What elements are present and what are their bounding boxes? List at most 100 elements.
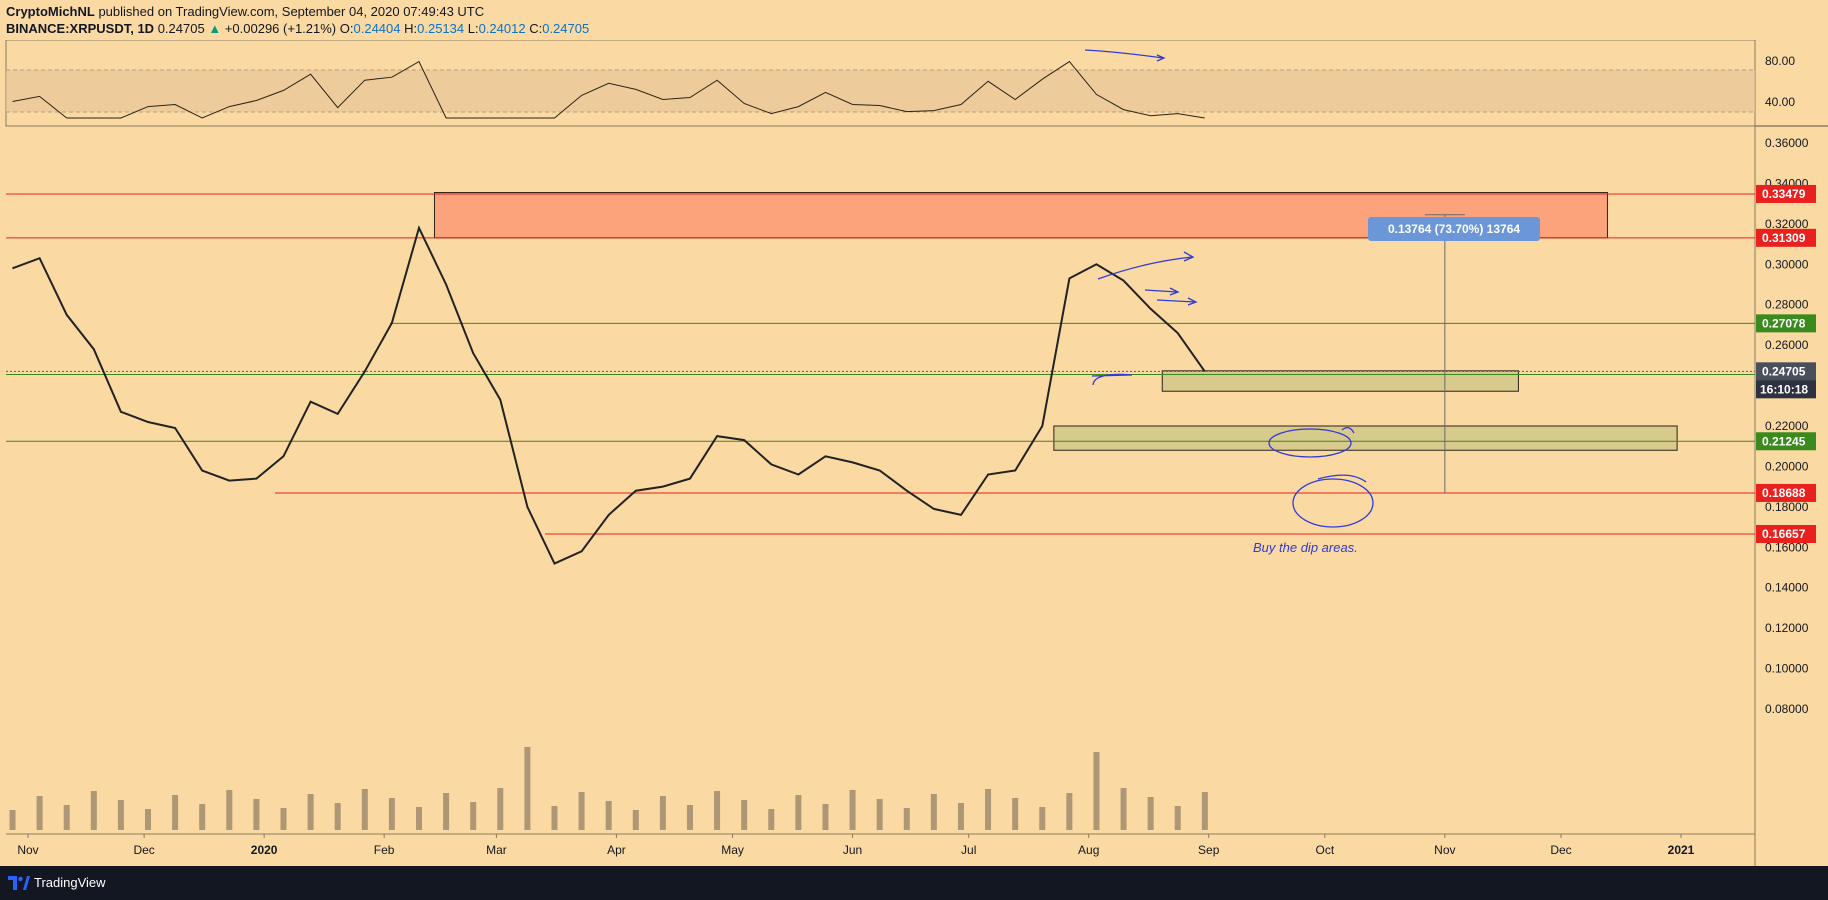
level-badge-text: 0.21245	[1762, 434, 1806, 448]
price-tick: 0.28000	[1765, 298, 1809, 312]
chart-header: CryptoMichNL published on TradingView.co…	[0, 0, 1828, 40]
up-arrow-icon: ▲	[208, 21, 222, 36]
time-tick: Apr	[607, 843, 626, 857]
time-tick: 2020	[251, 843, 278, 857]
symbol-label: BINANCE:XRPUSDT, 1D	[6, 21, 155, 36]
volume-bar	[551, 806, 558, 830]
volume-bar	[930, 794, 937, 830]
volume-bar	[1201, 792, 1208, 830]
price-tick: 0.26000	[1765, 338, 1809, 352]
volume-bar	[1174, 806, 1181, 830]
footer-brand[interactable]: TradingView	[34, 875, 106, 890]
volume-bar	[199, 804, 206, 830]
level-badge	[1756, 525, 1816, 544]
volume-bar	[90, 791, 97, 830]
wick-arrow-3-icon	[1156, 299, 1196, 303]
rsi-line	[12, 60, 1205, 119]
volume-bar	[524, 747, 531, 830]
volume-bar	[1012, 798, 1019, 830]
volume-bar	[1066, 793, 1073, 830]
time-tick: Dec	[133, 843, 154, 857]
volume-bar	[9, 810, 16, 830]
rsi-tick-80: 80.00	[1765, 54, 1795, 68]
volume-bar	[443, 793, 450, 830]
last-price-badge-text: 0.24705	[1762, 364, 1806, 378]
price-tick: 0.14000	[1765, 581, 1809, 595]
volume-bar	[632, 810, 639, 830]
symbol-info: BINANCE:XRPUSDT, 1D 0.24705 ▲ +0.00296 (…	[6, 21, 589, 36]
level-badge	[1756, 483, 1816, 502]
bracket-mark	[1091, 373, 1133, 386]
rsi-band	[6, 70, 1755, 112]
volume-bar	[1093, 752, 1100, 830]
time-tick: Sep	[1198, 843, 1220, 857]
price-tick: 0.12000	[1765, 621, 1809, 635]
footer-bar: TradingView	[0, 866, 1828, 900]
price-tick: 0.10000	[1765, 662, 1809, 676]
open-value: 0.24404	[353, 21, 401, 36]
time-tick: Mar	[486, 843, 507, 857]
countdown-badge	[1756, 380, 1816, 399]
high-value: 0.25134	[417, 21, 465, 36]
volume-bar	[497, 788, 504, 830]
low-label: L:	[467, 21, 479, 36]
time-tick: Nov	[17, 843, 38, 857]
time-axis[interactable]: Nov Dec 2020 Feb Mar Apr May Jun Jul Aug Sep Oct Nov…	[17, 834, 1695, 857]
price-change: +0.00296 (+1.21%)	[224, 21, 337, 36]
low-value: 0.24012	[478, 21, 526, 36]
annotation-text: Buy the dip areas.	[1253, 540, 1358, 555]
price-chart[interactable]: 80.00 40.00 0.13764 (73.70%) 13764 Buy t…	[0, 40, 1828, 866]
volume-bar	[145, 809, 152, 830]
volume-bar	[741, 800, 748, 830]
time-tick: Aug	[1078, 843, 1099, 857]
volume-bar	[768, 809, 775, 830]
volume-bar	[36, 796, 43, 830]
support-zone-1[interactable]	[1161, 370, 1519, 392]
volume-bar	[388, 798, 395, 830]
volume-bar	[1147, 797, 1154, 830]
author-name[interactable]: CryptoMichNL	[6, 4, 95, 19]
support-ellipse-1	[1268, 428, 1352, 458]
volume-bar	[686, 805, 693, 830]
level-badge	[1756, 432, 1816, 451]
volume-bar	[714, 791, 721, 830]
wick-arrow-icon	[1097, 256, 1193, 280]
time-tick: Oct	[1316, 843, 1335, 857]
countdown-text: 16:10:18	[1760, 382, 1808, 396]
volume-bar	[903, 808, 910, 830]
time-tick: Jun	[843, 843, 862, 857]
price-axis[interactable]: 0.360000.340000.320000.300000.280000.260…	[1765, 136, 1809, 716]
time-tick: Dec	[1550, 843, 1571, 857]
loop-arrow-1	[1341, 426, 1355, 434]
publish-info: CryptoMichNL published on TradingView.co…	[6, 4, 484, 19]
price-tick: 0.32000	[1765, 217, 1809, 231]
volume-bar	[63, 805, 70, 830]
hand-annotations	[1084, 49, 1374, 528]
volume-bar	[849, 790, 856, 830]
price-tick: 0.18000	[1765, 500, 1809, 514]
support-zone-2[interactable]	[1053, 425, 1678, 451]
volume-bars	[9, 747, 1208, 830]
volume-bar	[605, 801, 612, 830]
price-tick: 0.08000	[1765, 702, 1809, 716]
time-tick: Jul	[961, 843, 976, 857]
level-badges: 0.334790.313090.270780.245480.212450.186…	[1756, 184, 1816, 544]
volume-bar	[470, 802, 477, 830]
volume-bar	[361, 789, 368, 830]
price-series	[12, 225, 1206, 565]
price-tick: 0.20000	[1765, 459, 1809, 473]
level-badge-text: 0.33479	[1762, 187, 1806, 201]
support-ellipse-2	[1292, 478, 1374, 528]
volume-bar	[172, 795, 179, 830]
loop-arrow-2	[1317, 474, 1367, 483]
time-tick: Nov	[1434, 843, 1455, 857]
volume-bar	[280, 808, 287, 830]
rsi-tick-40: 40.00	[1765, 95, 1795, 109]
price-tick: 0.30000	[1765, 257, 1809, 271]
high-label: H:	[404, 21, 418, 36]
volume-bar	[307, 794, 314, 830]
price-tick: 0.22000	[1765, 419, 1809, 433]
time-tick: Feb	[374, 843, 395, 857]
tradingview-logo-icon[interactable]	[8, 874, 30, 892]
measure-badge[interactable]	[1368, 217, 1540, 241]
